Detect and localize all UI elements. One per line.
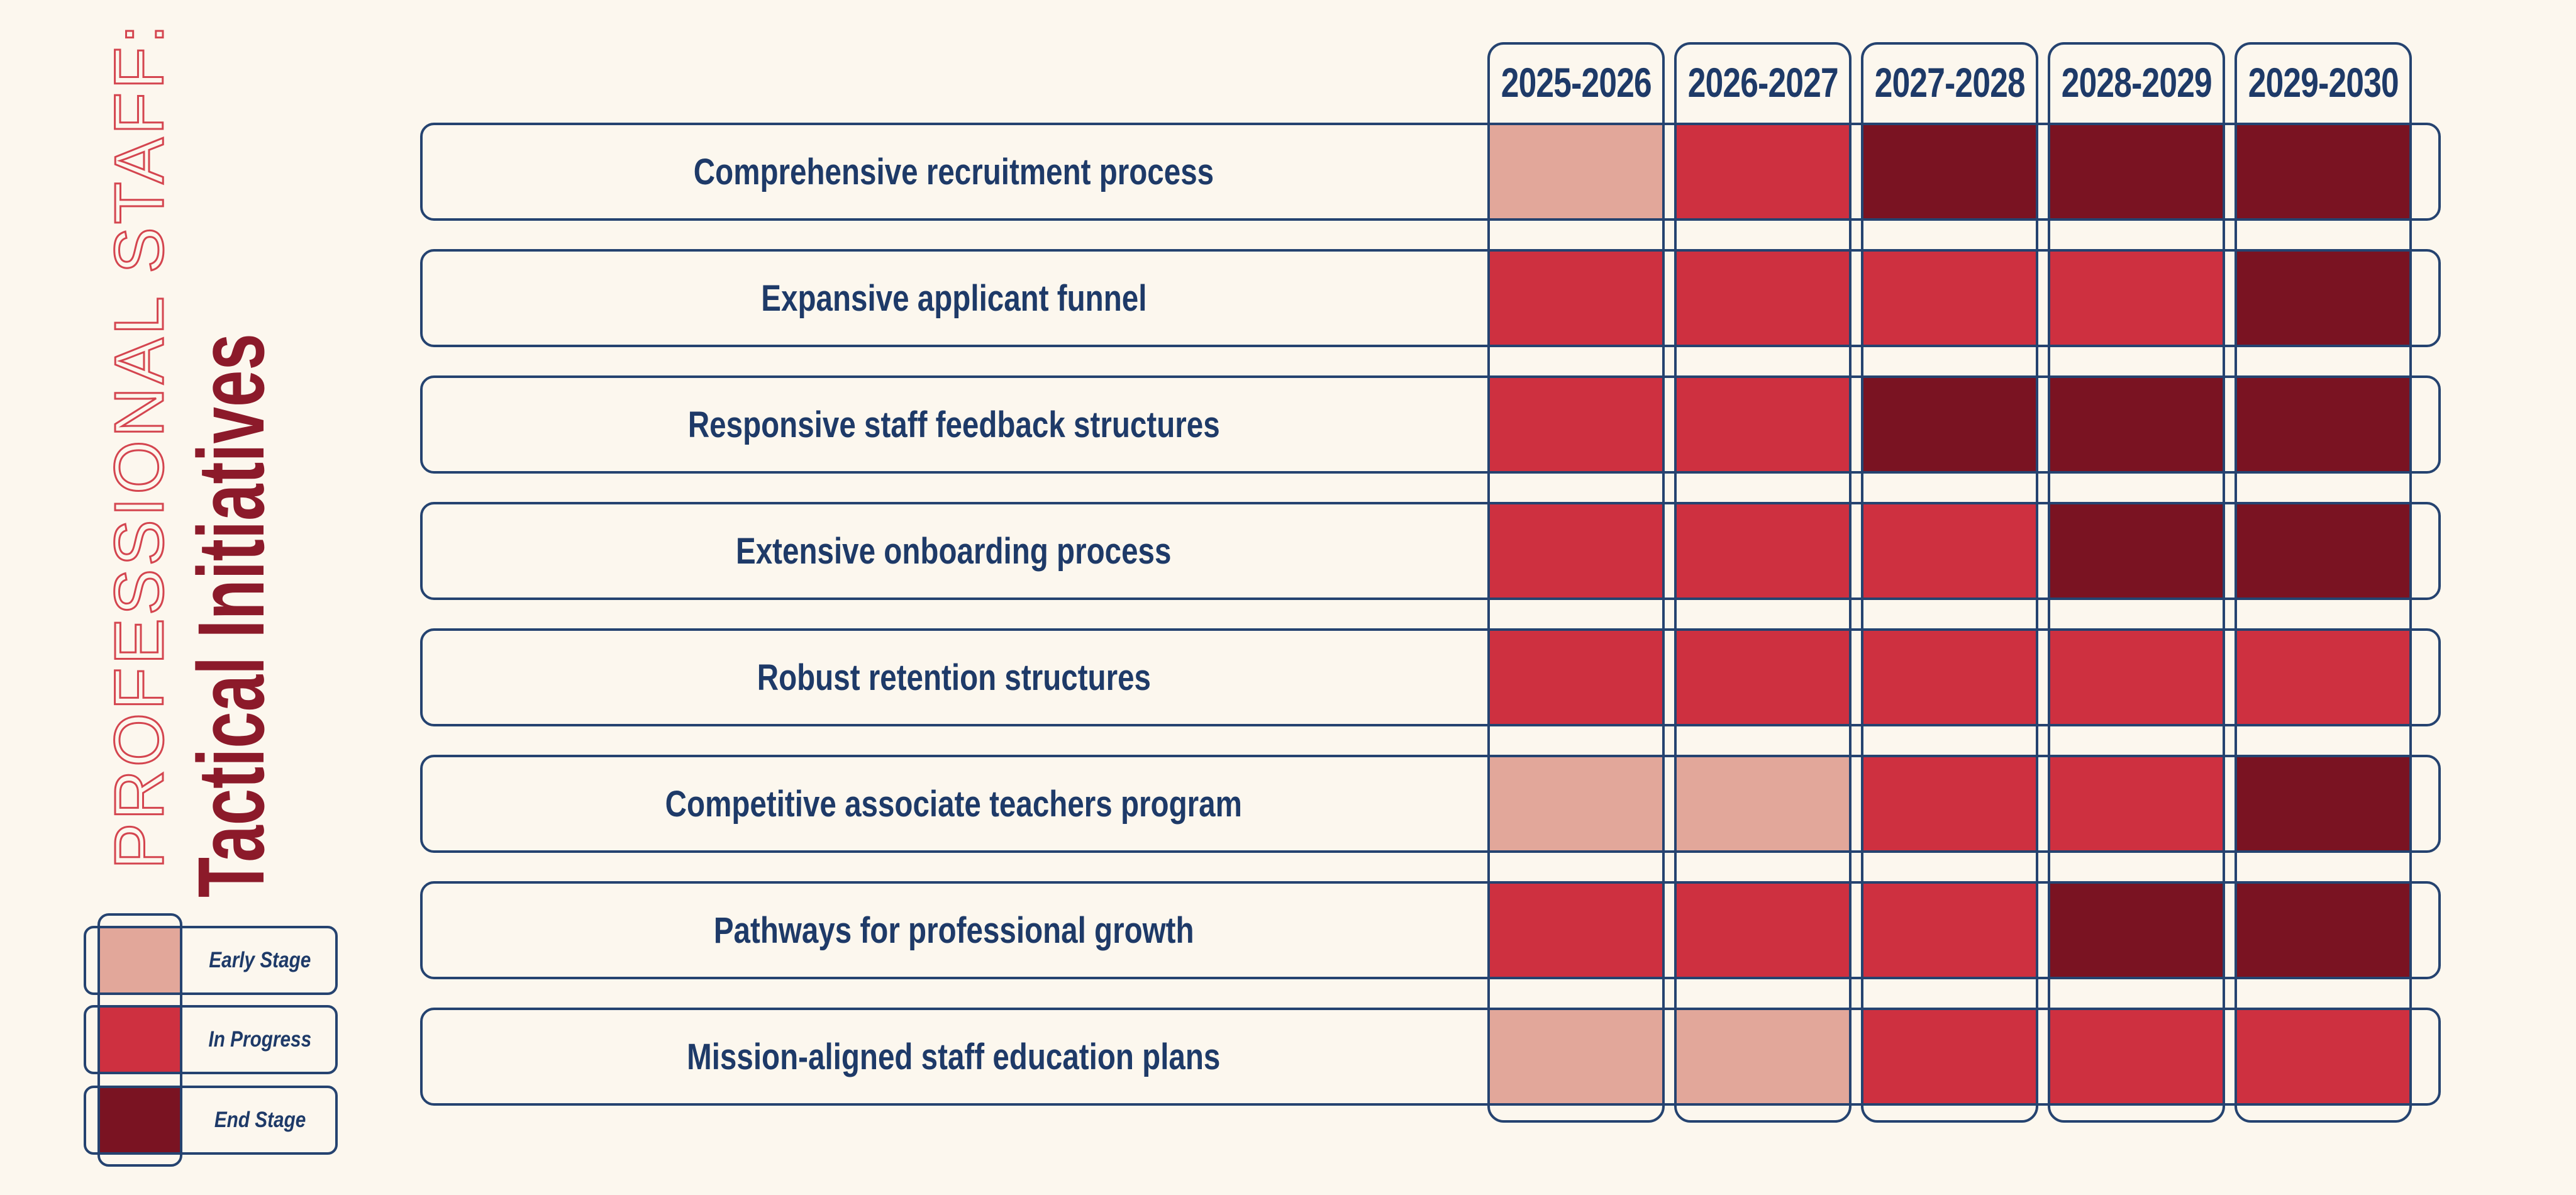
stage-cell-r4-c1: [1487, 502, 1665, 600]
stage-cell-r3-c4: [2048, 375, 2225, 474]
legend-column-box: [97, 913, 182, 1167]
legend-item-box-1: [84, 926, 338, 995]
stage-cell-r6-c2: [1674, 755, 1852, 853]
year-column-header-2: 2026-2027: [1674, 42, 1852, 123]
legend-swatch-in_progress: [97, 1005, 182, 1074]
stage-cell-r5-c2: [1674, 628, 1852, 726]
year-header-text: 2026-2027: [1687, 59, 1838, 106]
stage-cell-r6-c4: [2048, 755, 2225, 853]
stage-cell-r7-c2: [1674, 881, 1852, 979]
initiative-row-label-3: Responsive staff feedback structures: [420, 375, 1487, 474]
year-column-box-3: [1861, 42, 2038, 1123]
initiative-row-label-4: Extensive onboarding process: [420, 502, 1487, 600]
year-column-header-5: 2029-2030: [2235, 42, 2412, 123]
legend-item-box-3: [84, 1086, 338, 1155]
stage-cell-r6-c1: [1487, 755, 1665, 853]
legend-item-label-2: In Progress: [182, 1005, 338, 1074]
stage-cell-r4-c3: [1861, 502, 2038, 600]
year-header-text: 2027-2028: [1874, 59, 2025, 106]
stage-cell-r1-c1: [1487, 123, 1665, 221]
legend-label-text: In Progress: [208, 1027, 312, 1052]
stage-cell-r5-c1: [1487, 628, 1665, 726]
stage-cell-r2-c5: [2235, 249, 2412, 347]
stage-cell-r8-c1: [1487, 1008, 1665, 1106]
legend-item-label-1: Early Stage: [182, 926, 338, 995]
stage-cell-r7-c5: [2235, 881, 2412, 979]
initiative-label-text: Competitive associate teachers program: [665, 783, 1243, 825]
initiative-row-label-6: Competitive associate teachers program: [420, 755, 1487, 853]
stage-cell-r7-c1: [1487, 881, 1665, 979]
stage-cell-r2-c1: [1487, 249, 1665, 347]
stage-cell-r3-c2: [1674, 375, 1852, 474]
stage-cell-r1-c5: [2235, 123, 2412, 221]
initiative-row-label-7: Pathways for professional growth: [420, 881, 1487, 979]
year-column-box-5: [2235, 42, 2412, 1123]
year-column-box-4: [2048, 42, 2225, 1123]
stage-cell-r5-c5: [2235, 628, 2412, 726]
initiative-label-text: Pathways for professional growth: [713, 909, 1194, 951]
initiative-label-text: Robust retention structures: [757, 657, 1151, 698]
initiative-row-label-8: Mission-aligned staff education plans: [420, 1008, 1487, 1106]
stage-cell-r1-c3: [1861, 123, 2038, 221]
stage-cell-r8-c5: [2235, 1008, 2412, 1106]
initiative-label-text: Responsive staff feedback structures: [687, 404, 1220, 445]
legend-label-text: End Stage: [214, 1108, 306, 1132]
stage-cell-r2-c4: [2048, 249, 2225, 347]
stage-cell-r7-c4: [2048, 881, 2225, 979]
initiative-row-box-5: [420, 628, 2441, 726]
year-column-header-3: 2027-2028: [1861, 42, 2038, 123]
year-header-text: 2028-2029: [2061, 59, 2212, 106]
initiative-row-label-1: Comprehensive recruitment process: [420, 123, 1487, 221]
stage-cell-r1-c4: [2048, 123, 2225, 221]
title-heading: Tactical Initiatives: [178, 333, 284, 898]
stage-cell-r3-c3: [1861, 375, 2038, 474]
initiative-row-box-1: [420, 123, 2441, 221]
stage-cell-r2-c3: [1861, 249, 2038, 347]
legend-item-box-2: [84, 1005, 338, 1074]
stage-cell-r3-c5: [2235, 375, 2412, 474]
initiative-row-box-8: [420, 1008, 2441, 1106]
year-header-text: 2025-2026: [1501, 59, 1652, 106]
stage-cell-r6-c5: [2235, 755, 2412, 853]
stage-cell-r6-c3: [1861, 755, 2038, 853]
stage-cell-r4-c2: [1674, 502, 1852, 600]
initiative-row-label-5: Robust retention structures: [420, 628, 1487, 726]
legend-label-text: Early Stage: [209, 948, 311, 972]
page-title: PROFESSIONAL STAFF: Tactical Initiatives: [100, 21, 287, 898]
initiative-row-box-6: [420, 755, 2441, 853]
year-header-text: 2029-2030: [2248, 59, 2399, 106]
legend-swatch-early: [97, 926, 182, 995]
initiative-row-label-2: Expansive applicant funnel: [420, 249, 1487, 347]
stage-cell-r7-c3: [1861, 881, 2038, 979]
initiative-label-text: Mission-aligned staff education plans: [687, 1036, 1221, 1077]
stage-cell-r3-c1: [1487, 375, 1665, 474]
stage-cell-r4-c5: [2235, 502, 2412, 600]
initiative-row-box-3: [420, 375, 2441, 474]
stage-cell-r5-c3: [1861, 628, 2038, 726]
stage-cell-r8-c3: [1861, 1008, 2038, 1106]
stage-cell-r1-c2: [1674, 123, 1852, 221]
initiative-row-box-7: [420, 881, 2441, 979]
stage-cell-r8-c2: [1674, 1008, 1852, 1106]
stage-cell-r8-c4: [2048, 1008, 2225, 1106]
stage-cell-r5-c4: [2048, 628, 2225, 726]
legend-swatch-end: [97, 1086, 182, 1155]
initiative-row-box-2: [420, 249, 2441, 347]
initiative-label-text: Expansive applicant funnel: [760, 277, 1147, 319]
title-kicker: PROFESSIONAL STAFF:: [100, 21, 179, 870]
initiative-label-text: Extensive onboarding process: [736, 530, 1172, 572]
year-column-box-2: [1674, 42, 1852, 1123]
initiative-label-text: Comprehensive recruitment process: [693, 151, 1214, 192]
legend-item-label-3: End Stage: [182, 1086, 338, 1155]
stage-cell-r4-c4: [2048, 502, 2225, 600]
year-column-header-4: 2028-2029: [2048, 42, 2225, 123]
stage-cell-r2-c2: [1674, 249, 1852, 347]
year-column-box-1: [1487, 42, 1665, 1123]
year-column-header-1: 2025-2026: [1487, 42, 1665, 123]
initiative-row-box-4: [420, 502, 2441, 600]
